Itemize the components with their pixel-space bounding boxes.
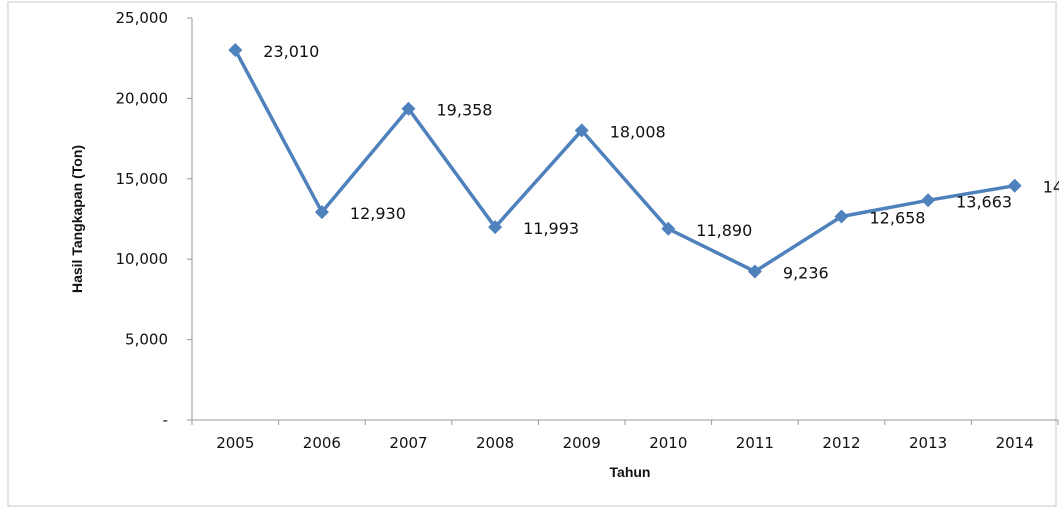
x-tick-label: 2005 <box>216 434 254 452</box>
data-point-marker <box>228 42 243 57</box>
data-label: 23,010 <box>263 42 319 61</box>
x-axis-ticks: 2005 2006 2007 2008 2009 2010 2011 2012 2013 2014 <box>191 420 1059 452</box>
y-tick-label: 20,000 <box>116 89 169 107</box>
data-label: 11,993 <box>523 219 579 238</box>
data-point-marker <box>488 220 503 235</box>
data-label: 14,571 <box>1043 178 1059 197</box>
chart-border <box>7 1 1057 507</box>
y-tick-label: 25,000 <box>116 9 169 27</box>
y-tick-label: 5,000 <box>125 331 168 349</box>
data-point-marker <box>1007 178 1022 193</box>
data-point-marker <box>401 101 416 116</box>
y-tick-label: - <box>163 411 168 429</box>
data-labels: 23,010 12,930 19,358 11,993 18,008 11,890 9,23… <box>263 42 1059 282</box>
y-axis-ticks: - 5,000 10,000 15,000 20,000 25,000 <box>116 9 192 429</box>
data-point-marker <box>834 209 849 224</box>
data-label: 12,930 <box>350 204 406 223</box>
x-tick-label: 2009 <box>563 434 601 452</box>
series-line <box>233 49 1015 274</box>
data-label: 11,890 <box>696 221 752 240</box>
x-axis-title: Tahun <box>610 464 651 480</box>
data-label: 12,658 <box>870 208 926 227</box>
data-point-marker <box>314 205 329 220</box>
x-tick-label: 2011 <box>736 434 774 452</box>
x-tick-label: 2013 <box>909 434 947 452</box>
x-tick-label: 2012 <box>822 434 860 452</box>
y-axis-title: Hasil Tangkapan (Ton) <box>69 145 85 293</box>
data-label: 18,008 <box>610 122 666 141</box>
data-label: 9,236 <box>783 263 829 282</box>
x-tick-label: 2008 <box>476 434 514 452</box>
data-point-marker <box>747 264 762 279</box>
data-point-marker <box>574 123 589 138</box>
y-tick-label: 15,000 <box>116 170 169 188</box>
y-tick-label: 10,000 <box>116 250 169 268</box>
data-label: 19,358 <box>437 101 493 120</box>
x-tick-label: 2014 <box>996 434 1034 452</box>
x-tick-label: 2006 <box>303 434 341 452</box>
x-tick-label: 2007 <box>389 434 427 452</box>
series-markers <box>228 42 1022 279</box>
x-tick-label: 2010 <box>649 434 687 452</box>
data-label: 13,663 <box>956 192 1012 211</box>
data-point-marker <box>661 221 676 236</box>
data-point-marker <box>921 193 936 208</box>
